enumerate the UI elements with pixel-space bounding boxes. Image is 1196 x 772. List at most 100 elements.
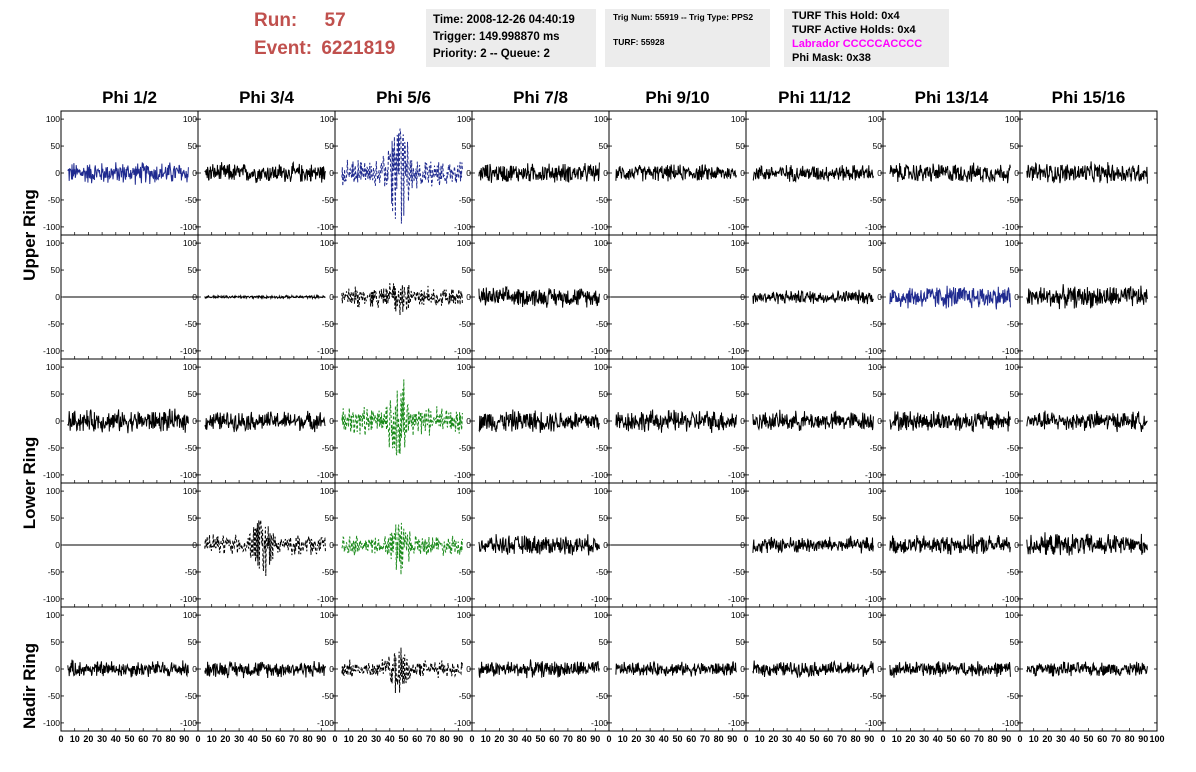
- y-tick-label: 100: [594, 486, 608, 496]
- y-tick-label: 50: [1010, 637, 1020, 647]
- x-tick-label: 80: [1125, 734, 1135, 744]
- y-tick-label: 50: [599, 637, 609, 647]
- y-tick-label: -100: [728, 594, 745, 604]
- x-tick-label: 20: [494, 734, 504, 744]
- y-tick-label: 50: [51, 265, 61, 275]
- y-tick-label: 0: [466, 292, 471, 302]
- y-tick-label: -50: [733, 443, 746, 453]
- y-tick-label: 100: [1005, 238, 1019, 248]
- y-tick-label: 100: [457, 486, 471, 496]
- waveform-trace: [341, 283, 463, 316]
- y-tick-label: 50: [325, 389, 335, 399]
- waveform-trace: [204, 293, 326, 301]
- y-tick-label: 100: [183, 238, 197, 248]
- x-tick-label: 50: [946, 734, 956, 744]
- y-tick-label: -50: [459, 195, 472, 205]
- x-tick-label: 50: [398, 734, 408, 744]
- run-label: Run: 57: [254, 10, 346, 32]
- x-tick-label: 10: [344, 734, 354, 744]
- x-tick-label: 70: [563, 734, 573, 744]
- y-tick-label: 0: [192, 664, 197, 674]
- x-tick-label: 70: [152, 734, 162, 744]
- x-tick-label: 10: [755, 734, 765, 744]
- x-tick-label: 10: [207, 734, 217, 744]
- y-tick-label: -100: [1002, 718, 1019, 728]
- y-tick-label: 50: [873, 265, 883, 275]
- y-tick-label: -50: [185, 195, 198, 205]
- x-tick-label: 60: [412, 734, 422, 744]
- x-tick-label: 80: [166, 734, 176, 744]
- y-tick-label: -100: [43, 222, 60, 232]
- x-tick-label: 10: [481, 734, 491, 744]
- y-tick-label: 100: [868, 610, 882, 620]
- x-tick-label: 40: [248, 734, 258, 744]
- y-tick-label: 0: [877, 416, 882, 426]
- y-tick-label: -100: [865, 718, 882, 728]
- x-tick-label: 10: [892, 734, 902, 744]
- y-tick-label: 100: [320, 486, 334, 496]
- y-tick-label: -100: [591, 718, 608, 728]
- x-tick-label: 30: [782, 734, 792, 744]
- y-tick-label: 100: [868, 486, 882, 496]
- y-tick-label: 0: [192, 416, 197, 426]
- y-tick-label: 50: [1010, 513, 1020, 523]
- x-tick-label: 10: [1029, 734, 1039, 744]
- y-tick-label: 0: [877, 540, 882, 550]
- y-tick-label: 50: [873, 389, 883, 399]
- waveform-trace: [615, 660, 737, 677]
- x-tick-label: 0: [469, 734, 474, 744]
- y-tick-label: -50: [1007, 567, 1020, 577]
- y-tick-label: -100: [454, 470, 471, 480]
- waveform-trace: [478, 285, 600, 308]
- y-tick-label: 100: [46, 362, 60, 372]
- x-tick-label: 80: [577, 734, 587, 744]
- y-tick-label: -100: [43, 470, 60, 480]
- y-tick-label: 0: [1014, 540, 1019, 550]
- y-tick-label: -100: [865, 594, 882, 604]
- y-tick-label: 50: [325, 637, 335, 647]
- y-tick-label: 50: [873, 513, 883, 523]
- y-tick-label: 0: [877, 168, 882, 178]
- y-tick-label: 0: [603, 168, 608, 178]
- x-tick-label: 30: [234, 734, 244, 744]
- y-tick-label: -50: [870, 567, 883, 577]
- y-tick-label: -100: [1002, 222, 1019, 232]
- y-tick-label: 0: [192, 540, 197, 550]
- event-label-text: Event:: [254, 38, 313, 59]
- y-tick-label: 0: [603, 664, 608, 674]
- y-tick-label: 50: [873, 637, 883, 647]
- x-tick-label: 70: [974, 734, 984, 744]
- x-tick-label: 50: [535, 734, 545, 744]
- turf-hold-text: TURF This Hold: 0x4: [792, 10, 900, 22]
- x-tick-label: 0: [743, 734, 748, 744]
- y-tick-label: 50: [599, 141, 609, 151]
- waveform-trace: [204, 661, 326, 679]
- y-tick-label: 50: [736, 141, 746, 151]
- y-tick-label: 100: [731, 486, 745, 496]
- y-tick-label: 100: [46, 238, 60, 248]
- y-tick-label: 100: [183, 486, 197, 496]
- y-tick-label: -50: [185, 443, 198, 453]
- waveform-trace: [341, 647, 463, 694]
- y-tick-label: -50: [48, 443, 61, 453]
- y-tick-label: 0: [192, 168, 197, 178]
- y-tick-label: 0: [740, 664, 745, 674]
- y-tick-label: 0: [55, 292, 60, 302]
- y-tick-label: 0: [1014, 168, 1019, 178]
- y-tick-label: -100: [865, 346, 882, 356]
- y-tick-label: 50: [188, 389, 198, 399]
- y-tick-label: 0: [466, 540, 471, 550]
- waveform-trace: [752, 535, 874, 554]
- y-tick-label: 100: [320, 362, 334, 372]
- y-tick-label: 100: [183, 610, 197, 620]
- phi-title-5: Phi 9/10: [645, 88, 710, 107]
- x-tick-label: 60: [960, 734, 970, 744]
- y-tick-label: 0: [740, 540, 745, 550]
- x-tick-label: 60: [823, 734, 833, 744]
- x-tick-label: 0: [58, 734, 63, 744]
- phi-title-1: Phi 1/2: [102, 88, 157, 107]
- waveform-trace: [341, 379, 463, 456]
- y-tick-label: -100: [317, 594, 334, 604]
- y-tick-label: 0: [192, 292, 197, 302]
- y-tick-label: -100: [591, 470, 608, 480]
